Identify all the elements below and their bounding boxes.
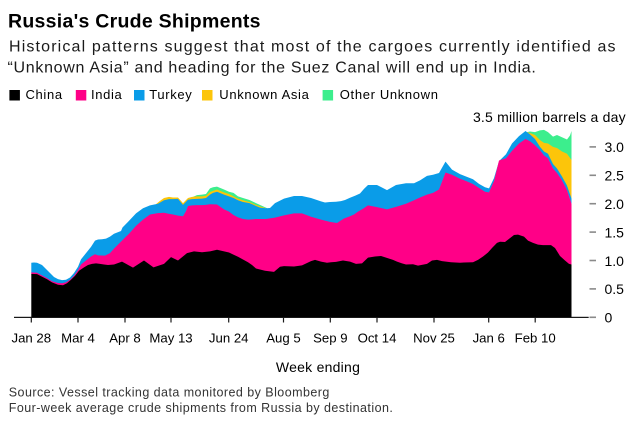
svg-text:Sep 9: Sep 9 — [313, 331, 347, 346]
svg-text:Jun 24: Jun 24 — [209, 331, 249, 346]
svg-text:Source: Vessel tracking data m: Source: Vessel tracking data monitored b… — [9, 386, 330, 400]
svg-text:May 13: May 13 — [149, 331, 192, 346]
svg-text:Jan 28: Jan 28 — [11, 331, 51, 346]
svg-text:Turkey: Turkey — [149, 87, 192, 102]
svg-text:3.5 million barrels a day: 3.5 million barrels a day — [473, 109, 626, 125]
svg-text:China: China — [26, 87, 63, 102]
svg-text:1.0: 1.0 — [605, 253, 625, 269]
svg-text:3.0: 3.0 — [605, 139, 625, 155]
svg-text:Oct 14: Oct 14 — [358, 331, 397, 346]
svg-text:India: India — [91, 87, 123, 102]
svg-text:2.5: 2.5 — [605, 168, 625, 184]
svg-text:0.5: 0.5 — [605, 281, 625, 297]
svg-text:0: 0 — [605, 310, 613, 326]
svg-text:Historical patterns suggest th: Historical patterns suggest that most of… — [9, 39, 617, 56]
svg-text:Aug 5: Aug 5 — [266, 331, 300, 346]
svg-text:Unknown Asia: Unknown Asia — [219, 87, 309, 102]
svg-text:Mar 4: Mar 4 — [61, 331, 95, 346]
svg-text:Apr 8: Apr 8 — [109, 331, 141, 346]
svg-text:Other Unknown: Other Unknown — [340, 87, 439, 102]
svg-text:Nov 25: Nov 25 — [413, 331, 455, 346]
svg-text:Feb 10: Feb 10 — [515, 331, 556, 346]
svg-text:Russia's Crude Shipments: Russia's Crude Shipments — [8, 11, 261, 33]
svg-text:“Unknown Asia” and heading for: “Unknown Asia” and heading for the Suez … — [8, 60, 537, 77]
svg-text:1.5: 1.5 — [605, 224, 625, 240]
svg-text:2.0: 2.0 — [605, 196, 625, 212]
svg-text:Jan 6: Jan 6 — [473, 331, 505, 346]
svg-text:Four-week average crude shipme: Four-week average crude shipments from R… — [9, 401, 394, 415]
svg-text:Week ending: Week ending — [276, 359, 360, 375]
